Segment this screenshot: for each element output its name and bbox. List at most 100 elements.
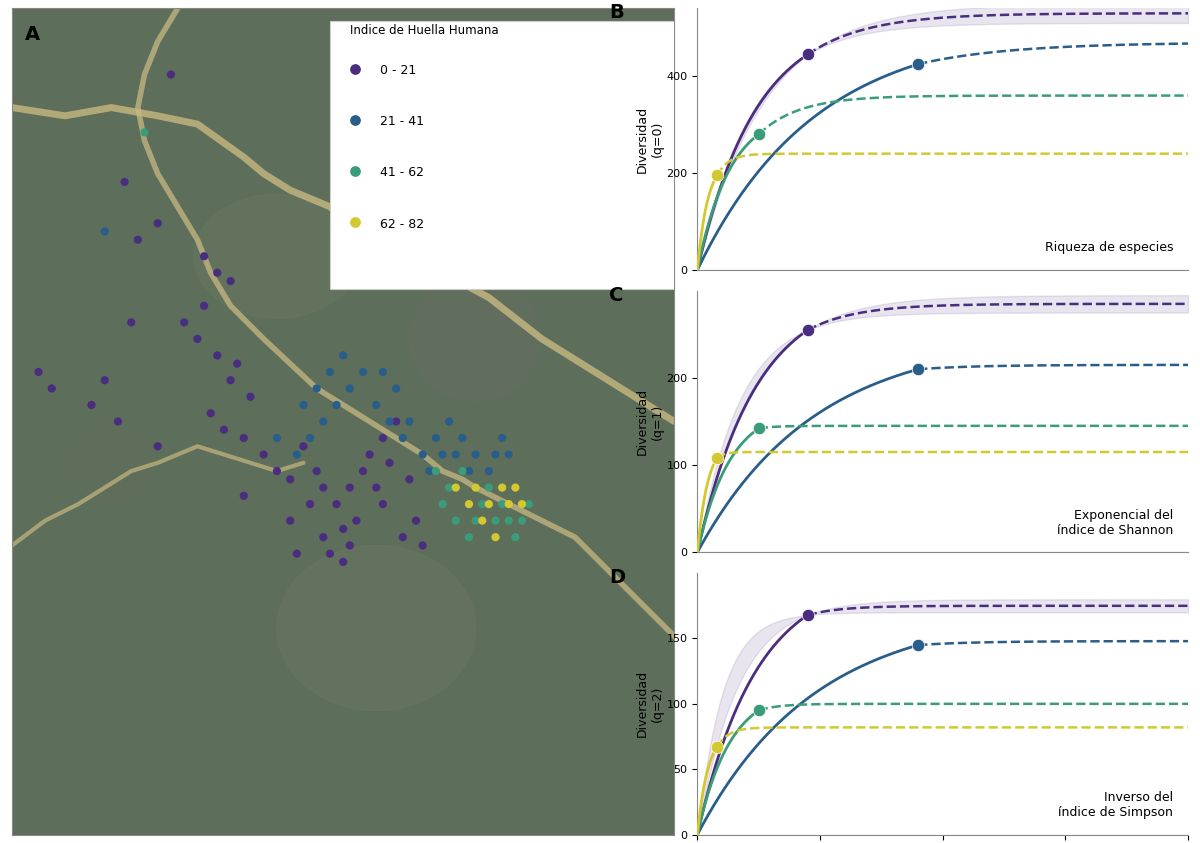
Point [749,704,768,717]
Point [221,274,240,287]
Text: 21 - 41: 21 - 41 [379,115,424,128]
Point [499,514,518,528]
Point [281,514,300,528]
Point [234,432,253,445]
Point [268,432,287,445]
Point [148,217,167,230]
Point [394,432,413,445]
Point [82,398,101,411]
Point [400,415,419,428]
Point [320,365,340,379]
Text: D: D [610,568,625,587]
Point [446,481,466,494]
Point [486,530,505,544]
Point [29,365,48,379]
Point [413,448,432,461]
Point [492,481,511,494]
Point [426,432,445,445]
Point [373,365,392,379]
Point [128,233,148,246]
Point [492,432,511,445]
Point [294,439,313,453]
Point [281,473,300,486]
Point [268,464,287,478]
Point [313,530,332,544]
Point [473,497,492,511]
Point [347,514,366,528]
Point [346,164,365,178]
Point [313,415,332,428]
Point [420,464,439,478]
Ellipse shape [409,277,542,401]
Text: Indice de Huella Humana: Indice de Huella Humana [349,24,498,37]
Point [505,481,524,494]
Point [380,415,400,428]
Point [161,67,180,81]
Point [215,423,234,437]
Point [452,464,472,478]
Point [413,539,432,552]
Point [426,464,445,478]
Point [798,323,817,336]
Point [798,608,817,621]
Ellipse shape [194,195,360,319]
Point [512,514,532,528]
Point [108,415,127,428]
Text: Inverso del
índice de Simpson: Inverso del índice de Simpson [1058,791,1174,819]
Point [42,382,61,395]
Point [346,62,365,76]
Point [254,448,274,461]
Point [134,126,154,139]
Point [221,373,240,387]
Point [202,406,221,420]
Point [479,497,498,511]
Point [300,497,319,511]
Point [95,225,114,239]
Point [241,390,260,404]
Point [908,57,928,71]
Point [386,382,406,395]
Point [367,481,386,494]
Point [208,266,227,280]
Text: Riqueza de especies: Riqueza de especies [1045,241,1174,255]
Point [439,481,458,494]
Point [175,315,194,329]
Point [194,250,214,263]
Point [194,299,214,313]
Y-axis label: Diversidad
(q=2): Diversidad (q=2) [636,670,664,738]
Point [287,547,306,561]
Point [121,315,140,329]
Ellipse shape [72,422,151,504]
Point [708,451,727,464]
Point [433,448,452,461]
Point [499,448,518,461]
Text: B: B [610,3,624,22]
Point [460,497,479,511]
Point [466,481,485,494]
Point [486,514,505,528]
Point [346,113,365,126]
Point [394,530,413,544]
Point [505,530,524,544]
Point [287,448,306,461]
Point [446,448,466,461]
Point [188,332,208,346]
Point [407,514,426,528]
Y-axis label: Diversidad
(q=1): Diversidad (q=1) [636,388,664,455]
Ellipse shape [277,545,475,711]
Point [326,398,346,411]
Point [334,556,353,569]
Point [367,398,386,411]
Point [334,522,353,535]
Point [446,514,466,528]
Point [95,373,114,387]
Point [520,497,539,511]
Point [340,539,359,552]
Point [228,357,247,370]
Point [313,481,332,494]
FancyBboxPatch shape [330,21,684,289]
Point [373,432,392,445]
Point [307,382,326,395]
Text: A: A [25,25,41,44]
Point [479,464,498,478]
